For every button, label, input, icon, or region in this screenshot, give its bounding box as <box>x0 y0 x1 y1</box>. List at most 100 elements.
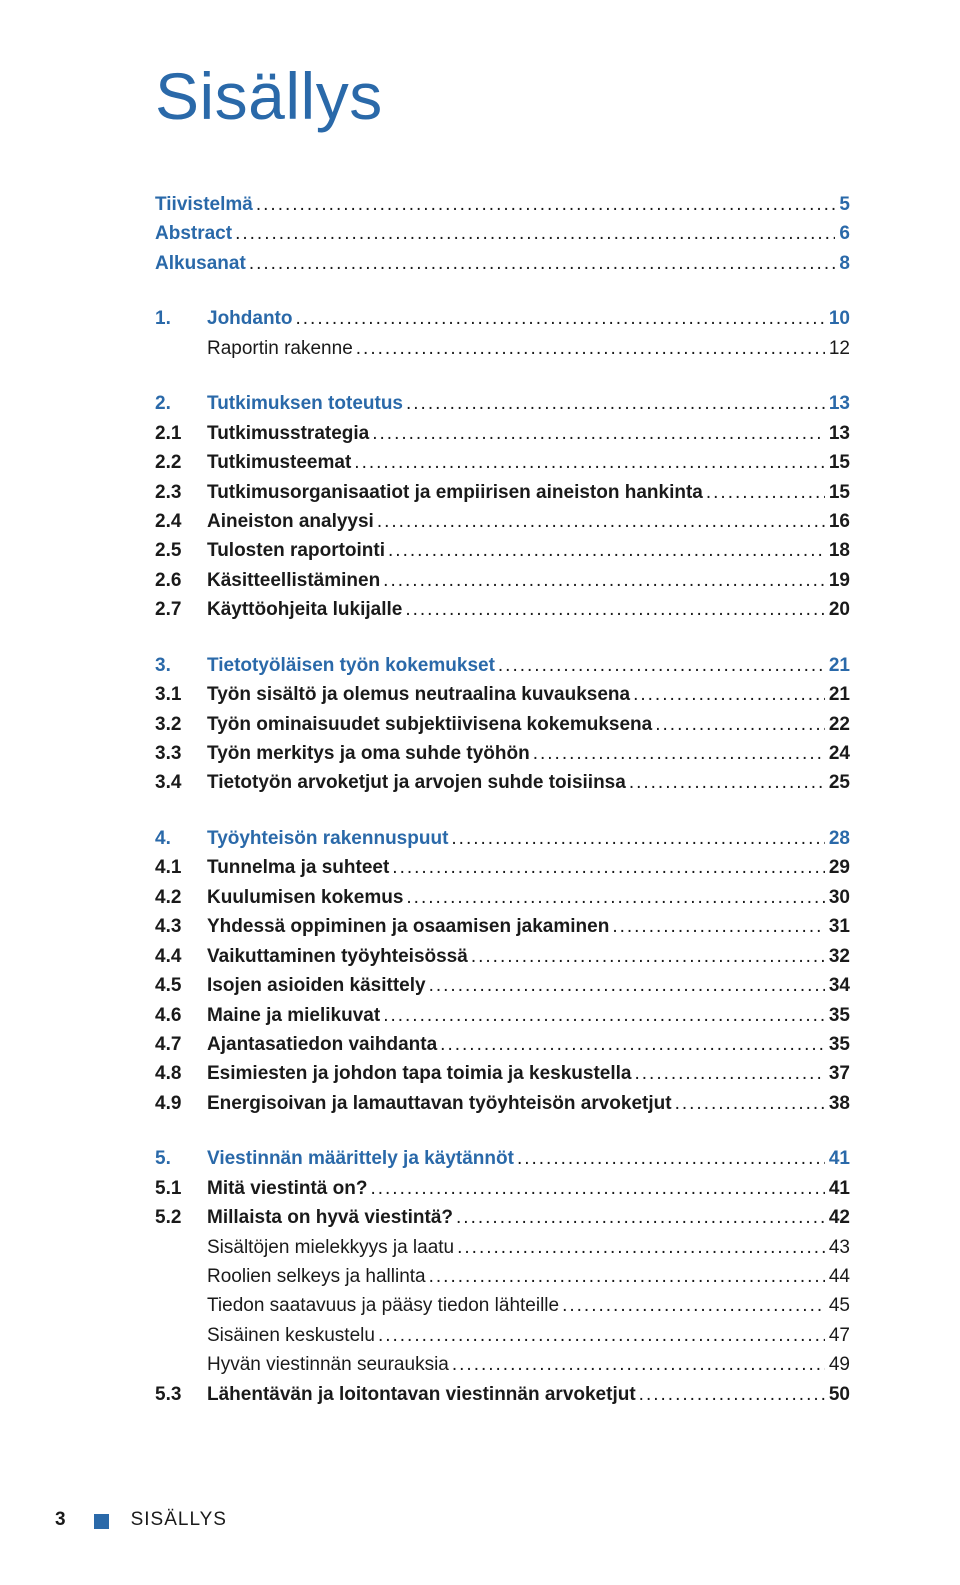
toc-entry[interactable]: 3.1Työn sisältö ja olemus neutraalina ku… <box>155 680 850 709</box>
toc-entry[interactable]: Alkusanat 8 <box>155 249 850 278</box>
toc-entry-number: 3.3 <box>155 739 207 768</box>
toc-entry[interactable]: Abstract 6 <box>155 219 850 248</box>
toc-entry[interactable]: 3.3Työn merkitys ja oma suhde työhön24 <box>155 739 850 768</box>
toc-entry-label: Työn merkitys ja oma suhde työhön <box>207 739 530 768</box>
toc-entry-label: Energisoivan ja lamauttavan työyhteisön … <box>207 1089 672 1118</box>
toc-entry-page: 8 <box>835 249 850 278</box>
toc-entry[interactable]: 2.3Tutkimusorganisaatiot ja empiirisen a… <box>155 478 850 507</box>
toc-entry[interactable]: 2.Tutkimuksen toteutus13 <box>155 389 850 418</box>
toc-entry-number: 4.2 <box>155 883 207 912</box>
toc-leader-dots <box>609 912 825 941</box>
toc-entry-page: 5 <box>835 190 850 219</box>
toc-leader-dots <box>495 651 825 680</box>
toc-entry-number: 2.6 <box>155 566 207 595</box>
footer-marker-icon <box>94 1514 109 1529</box>
toc-entry-label: Sisältöjen mielekkyys ja laatu <box>207 1233 454 1262</box>
toc-leader-dots <box>380 1001 825 1030</box>
toc-entry-label: Tiivistelmä <box>155 190 253 219</box>
toc-entry-label: Alkusanat <box>155 249 246 278</box>
toc-entry-number: 2.2 <box>155 448 207 477</box>
toc-entry-page: 13 <box>825 389 850 418</box>
toc-entry[interactable]: 4.3Yhdessä oppiminen ja osaamisen jakami… <box>155 912 850 941</box>
toc-entry[interactable]: 5.Viestinnän määrittely ja käytännöt41 <box>155 1144 850 1173</box>
toc-entry-label: Maine ja mielikuvat <box>207 1001 380 1030</box>
toc-entry[interactable]: Sisältöjen mielekkyys ja laatu43 <box>207 1233 850 1262</box>
toc-entry[interactable]: 4.6Maine ja mielikuvat 35 <box>155 1001 850 1030</box>
toc-entry-page: 45 <box>825 1291 850 1320</box>
toc-entry-page: 32 <box>825 942 850 971</box>
toc-leader-dots <box>703 478 825 507</box>
toc-entry-page: 15 <box>825 478 850 507</box>
toc-entry-label: Tiedon saatavuus ja pääsy tiedon lähteil… <box>207 1291 559 1320</box>
toc-entry-number: 4.1 <box>155 853 207 882</box>
toc-entry-page: 13 <box>825 419 850 448</box>
toc-entry[interactable]: 3.4Tietotyön arvoketjut ja arvojen suhde… <box>155 768 850 797</box>
toc-entry[interactable]: Raportin rakenne12 <box>207 334 850 363</box>
toc-entry[interactable]: 2.6Käsitteellistäminen19 <box>155 566 850 595</box>
toc-entry[interactable]: 2.1Tutkimusstrategia 13 <box>155 419 850 448</box>
toc-entry-page: 25 <box>825 768 850 797</box>
toc-entry[interactable]: 5.2Millaista on hyvä viestintä?42 <box>155 1203 850 1232</box>
toc-entry[interactable]: Tiedon saatavuus ja pääsy tiedon lähteil… <box>207 1291 850 1320</box>
toc-entry-page: 28 <box>825 824 850 853</box>
toc-entry-page: 6 <box>835 219 850 248</box>
toc-entry[interactable]: 4.4Vaikuttaminen työyhteisössä32 <box>155 942 850 971</box>
toc-leader-dots <box>367 1174 824 1203</box>
toc-entry[interactable]: 3.2Työn ominaisuudet subjektiivisena kok… <box>155 710 850 739</box>
toc-leader-dots <box>652 710 825 739</box>
toc-leader-dots <box>426 971 825 1000</box>
toc-leader-dots <box>468 942 825 971</box>
toc-entry-label: Lähentävän ja loitontavan viestinnän arv… <box>207 1380 636 1409</box>
toc-entry[interactable]: Tiivistelmä 5 <box>155 190 850 219</box>
toc-entry[interactable]: 4.5Isojen asioiden käsittely34 <box>155 971 850 1000</box>
toc-leader-dots <box>454 1233 825 1262</box>
page-title: Sisällys <box>155 58 850 134</box>
toc-entry-number: 4.8 <box>155 1059 207 1088</box>
toc-entry[interactable]: 2.2Tutkimusteemat15 <box>155 448 850 477</box>
toc-entry-label: Mitä viestintä on? <box>207 1174 367 1203</box>
toc-entry-page: 31 <box>825 912 850 941</box>
toc-entry[interactable]: 5.1Mitä viestintä on?41 <box>155 1174 850 1203</box>
toc-entry[interactable]: 4.8Esimiesten ja johdon tapa toimia ja k… <box>155 1059 850 1088</box>
toc-entry[interactable]: 5.3Lähentävän ja loitontavan viestinnän … <box>155 1380 850 1409</box>
toc-entry-page: 29 <box>825 853 850 882</box>
toc-leader-dots <box>437 1030 825 1059</box>
toc-entry[interactable]: 3.Tietotyöläisen työn kokemukset21 <box>155 651 850 680</box>
toc-entry-page: 21 <box>825 680 850 709</box>
toc-entry-label: Tutkimusorganisaatiot ja empiirisen aine… <box>207 478 703 507</box>
toc-entry[interactable]: 4.1Tunnelma ja suhteet29 <box>155 853 850 882</box>
toc-entry-label: Ajantasatiedon vaihdanta <box>207 1030 437 1059</box>
toc-entry-label: Sisäinen keskustelu <box>207 1321 375 1350</box>
toc-entry-number: 2.4 <box>155 507 207 536</box>
toc-entry-page: 16 <box>825 507 850 536</box>
toc-entry[interactable]: Sisäinen keskustelu47 <box>207 1321 850 1350</box>
toc-entry-label: Esimiesten ja johdon tapa toimia ja kesk… <box>207 1059 631 1088</box>
toc-entry-page: 35 <box>825 1001 850 1030</box>
toc-entry[interactable]: Hyvän viestinnän seurauksia49 <box>207 1350 850 1379</box>
toc-entry-label: Käsitteellistäminen <box>207 566 380 595</box>
toc-entry-number: 2.1 <box>155 419 207 448</box>
toc-entry[interactable]: Roolien selkeys ja hallinta44 <box>207 1262 850 1291</box>
toc-leader-dots <box>530 739 825 768</box>
toc-entry[interactable]: 1.Johdanto10 <box>155 304 850 333</box>
toc-entry-page: 20 <box>825 595 850 624</box>
toc-leader-dots <box>514 1144 825 1173</box>
toc-entry-label: Tutkimusstrategia <box>207 419 369 448</box>
toc-leader-dots <box>232 219 835 248</box>
toc-entry-label: Aineiston analyysi <box>207 507 374 536</box>
toc-entry[interactable]: 2.4Aineiston analyysi 16 <box>155 507 850 536</box>
toc-entry-label: Tietotyön arvoketjut ja arvojen suhde to… <box>207 768 626 797</box>
toc-entry-number: 4.6 <box>155 1001 207 1030</box>
toc-entry-page: 12 <box>825 334 850 363</box>
toc-entry-page: 21 <box>825 651 850 680</box>
toc-entry[interactable]: 4.7Ajantasatiedon vaihdanta35 <box>155 1030 850 1059</box>
toc-entry-label: Roolien selkeys ja hallinta <box>207 1262 426 1291</box>
toc-entry[interactable]: 4.2Kuulumisen kokemus30 <box>155 883 850 912</box>
toc-entry[interactable]: 2.5Tulosten raportointi18 <box>155 536 850 565</box>
toc-entry-number: 4.4 <box>155 942 207 971</box>
toc-entry[interactable]: 2.7Käyttöohjeita lukijalle20 <box>155 595 850 624</box>
toc-entry[interactable]: 4.9Energisoivan ja lamauttavan työyhteis… <box>155 1089 850 1118</box>
toc-entry-number: 3.1 <box>155 680 207 709</box>
toc-entry[interactable]: 4.Työyhteisön rakennuspuut28 <box>155 824 850 853</box>
toc-entry-label: Abstract <box>155 219 232 248</box>
